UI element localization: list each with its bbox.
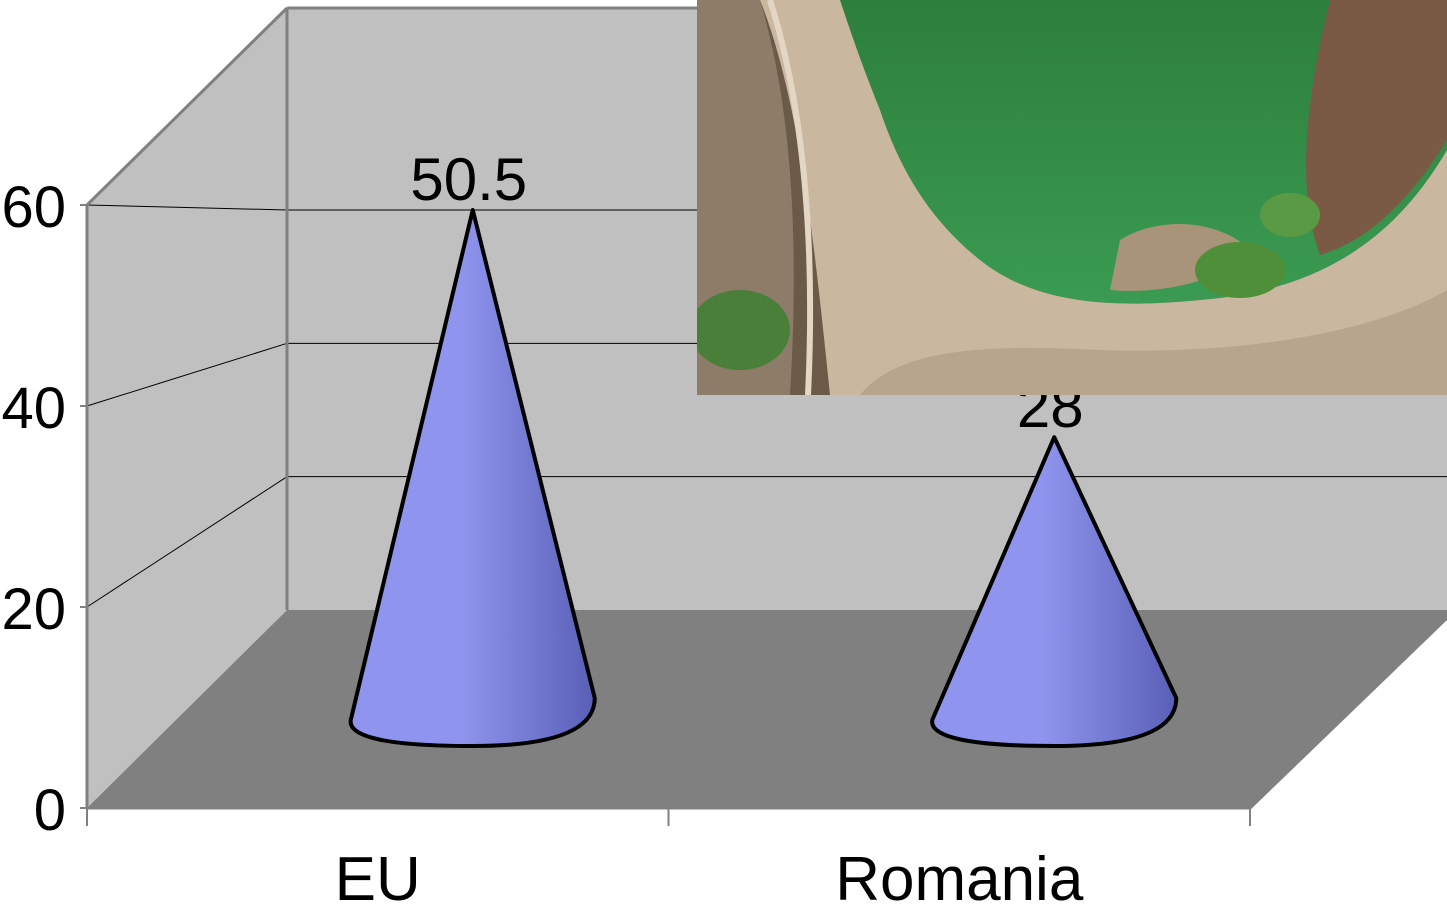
y-axis-ticks: 0 20 40 60 bbox=[1, 175, 87, 843]
cone-bars bbox=[348, 208, 1179, 748]
y-tick-label: 20 bbox=[1, 577, 66, 642]
category-labels: EU Romania bbox=[335, 845, 1084, 914]
tree-cluster-3 bbox=[697, 290, 790, 370]
category-label-romania: Romania bbox=[835, 845, 1084, 909]
arch-dam-reservoir-photo bbox=[697, 0, 1447, 395]
side-wall bbox=[87, 8, 287, 808]
tree-cluster bbox=[1195, 242, 1285, 298]
frame-edge bbox=[1248, 616, 1447, 810]
y-tick-label: 60 bbox=[1, 175, 66, 240]
dam-crest-road bbox=[760, 0, 1447, 395]
gridline-side bbox=[86, 204, 288, 211]
frame-edge bbox=[85, 6, 289, 207]
dam-road-shadow bbox=[860, 290, 1447, 395]
category-label-eu: EU bbox=[335, 845, 421, 909]
dam-railing bbox=[767, 0, 814, 395]
data-label-eu: 50.5 bbox=[410, 146, 527, 213]
rock-cliff bbox=[1306, 0, 1447, 255]
y-tick-label: 40 bbox=[1, 376, 66, 441]
y-tick-label: 0 bbox=[34, 778, 66, 843]
x-axis-ticks bbox=[86, 808, 1251, 826]
gridline-side bbox=[86, 476, 288, 608]
cone-bar-eu bbox=[348, 208, 597, 748]
cone-bar-romania bbox=[930, 435, 1179, 748]
tree-cluster-2 bbox=[1260, 193, 1320, 237]
floor bbox=[87, 610, 1447, 808]
gridline-side bbox=[86, 342, 288, 407]
